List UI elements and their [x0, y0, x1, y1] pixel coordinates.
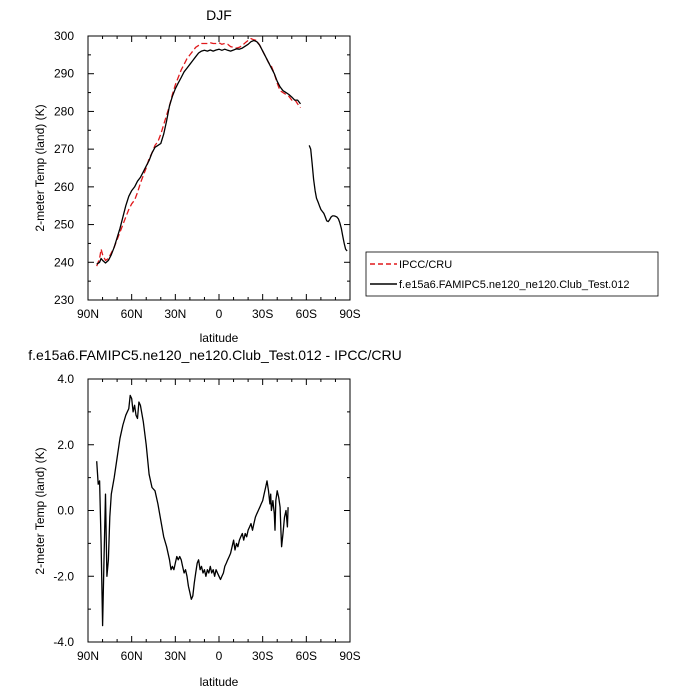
x-tick-label: 0: [216, 307, 223, 321]
legend: IPCC/CRU f.e15a6.FAMIPC5.ne120_ne120.Clu…: [365, 251, 659, 297]
bottom-panel: f.e15a6.FAMIPC5.ne120_ne120.Club_Test.01…: [28, 347, 402, 689]
x-tick-label: 60N: [121, 649, 143, 663]
x-tick-label: 30S: [252, 307, 273, 321]
series-line-model: [96, 39, 302, 265]
x-tick-label: 30S: [252, 649, 273, 663]
series-line-difference: [96, 394, 289, 627]
bottom-y-axis-label: 2-meter Temp (land) (K): [33, 447, 47, 574]
x-tick-label: 60N: [121, 307, 143, 321]
x-tick-label: 0: [216, 649, 223, 663]
top-series: [96, 37, 348, 267]
x-tick-label: 90N: [77, 649, 99, 663]
top-y-axis-label: 2-meter Temp (land) (K): [33, 104, 47, 231]
top-panel: DJF 90N 60N 30N 0 30S 60S 90S 230 240 250 260 270 28…: [33, 7, 361, 345]
y-tick-label: 250: [54, 218, 74, 232]
y-tick-label: 260: [54, 180, 74, 194]
y-tick-label: 240: [54, 255, 74, 269]
top-ticks: 90N 60N 30N 0 30S 60S 90S 230 240 250 260 270 280 290…: [54, 29, 361, 321]
y-tick-label: 230: [54, 293, 74, 307]
x-tick-label: 30N: [164, 307, 186, 321]
y-tick-label: 4.0: [57, 372, 74, 386]
legend-label-ipcc-cru: IPCC/CRU: [399, 259, 452, 271]
y-tick-label: -2.0: [53, 569, 74, 583]
legend-label-model: f.e15a6.FAMIPC5.ne120_ne120.Club_Test.01…: [399, 279, 630, 291]
bottom-chart-title: f.e15a6.FAMIPC5.ne120_ne120.Club_Test.01…: [28, 347, 402, 363]
x-tick-label: 60S: [296, 649, 317, 663]
series-line-model: [308, 145, 348, 252]
legend-box: [365, 251, 659, 297]
x-tick-label: 30N: [164, 649, 186, 663]
x-tick-label: 60S: [296, 307, 317, 321]
top-plot-frame: [87, 35, 351, 301]
y-tick-label: 290: [54, 67, 74, 81]
x-tick-label: 90S: [339, 649, 360, 663]
series-line-ipcc-cru: [96, 37, 302, 267]
top-x-axis-label: latitude: [200, 331, 239, 345]
y-tick-label: 0.0: [57, 504, 74, 518]
top-chart-title: DJF: [206, 7, 232, 23]
y-tick-label: 270: [54, 142, 74, 156]
y-tick-label: 280: [54, 104, 74, 118]
x-tick-label: 90N: [77, 307, 99, 321]
y-tick-label: -4.0: [53, 635, 74, 649]
x-tick-label: 90S: [339, 307, 360, 321]
bottom-x-axis-label: latitude: [200, 675, 239, 689]
bottom-series: [96, 394, 289, 627]
y-tick-label: 2.0: [57, 438, 74, 452]
bottom-ticks: 90N 60N 30N 0 30S 60S 90S -4.0 -2.0 0.0 2.0 4.0: [53, 372, 360, 663]
bottom-plot-frame: [87, 378, 351, 643]
y-tick-label: 300: [54, 29, 74, 43]
